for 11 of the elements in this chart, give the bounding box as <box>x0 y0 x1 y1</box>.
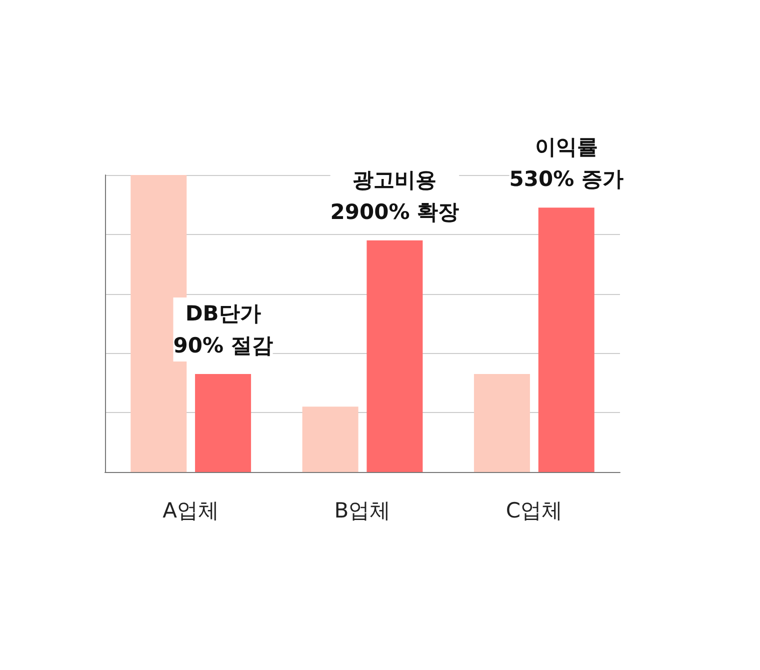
x-tick-label: C업체 <box>506 498 563 522</box>
annotation: 광고비용 2900% 확장 <box>330 168 460 224</box>
bar <box>366 240 423 472</box>
bar <box>195 374 252 472</box>
annotation: 이익률 530% 증가 <box>509 135 624 192</box>
annotation: DB단가 90% 절감 <box>173 301 273 358</box>
x-tick-label: B업체 <box>334 498 391 522</box>
bar <box>302 406 358 472</box>
bar <box>474 374 530 472</box>
bar <box>538 208 594 472</box>
x-tick-label: A업체 <box>162 498 220 522</box>
